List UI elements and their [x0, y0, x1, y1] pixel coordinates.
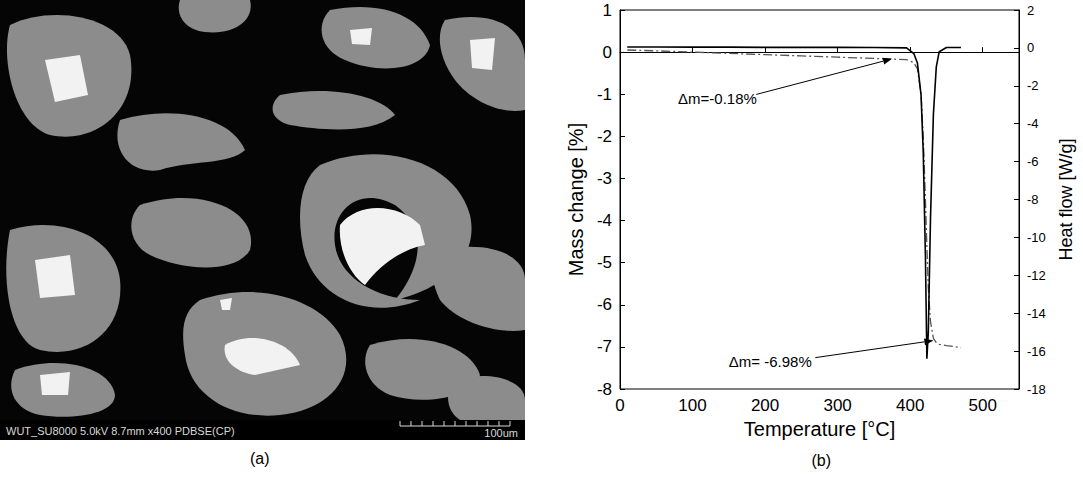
svg-text:100: 100 [678, 396, 706, 415]
svg-text:100um: 100um [484, 427, 518, 439]
svg-text:-3: -3 [597, 169, 612, 188]
svg-text:-4: -4 [1027, 116, 1039, 131]
svg-text:-6: -6 [1027, 154, 1039, 169]
svg-text:2: 2 [1027, 3, 1034, 18]
html-text:(a): (a) [250, 450, 270, 467]
svg-text:-2: -2 [597, 127, 612, 146]
html-text:(b): (b) [811, 452, 832, 469]
svg-text:WUT_SU8000 5.0kV 8.7mm x400 PD: WUT_SU8000 5.0kV 8.7mm x400 PDBSE(CP) [6, 425, 235, 437]
svg-text:Mass change [%]: Mass change [%] [565, 123, 587, 276]
svg-text:0: 0 [615, 396, 624, 415]
svg-text:400: 400 [896, 396, 924, 415]
svg-text:Δm= -6.98%: Δm= -6.98% [729, 353, 812, 370]
svg-text:-12: -12 [1027, 268, 1046, 283]
svg-text:0: 0 [1027, 40, 1034, 55]
svg-text:1: 1 [603, 1, 612, 20]
svg-text:-8: -8 [597, 380, 612, 399]
svg-text:500: 500 [969, 396, 997, 415]
svg-text:-18: -18 [1027, 382, 1046, 397]
svg-text:-6: -6 [597, 295, 612, 314]
svg-text:-14: -14 [1027, 306, 1046, 321]
svg-text:-5: -5 [597, 253, 612, 272]
svg-text:0: 0 [603, 43, 612, 62]
svg-text:Temperature [°C]: Temperature [°C] [744, 418, 895, 440]
svg-text:-7: -7 [597, 337, 612, 356]
svg-text:-8: -8 [1027, 192, 1039, 207]
svg-text:-1: -1 [597, 85, 612, 104]
svg-text:-2: -2 [1027, 78, 1039, 93]
svg-text:Δm=-0.18%: Δm=-0.18% [678, 90, 757, 107]
svg-text:-4: -4 [597, 211, 612, 230]
svg-text:300: 300 [823, 396, 851, 415]
svg-text:-10: -10 [1027, 230, 1046, 245]
svg-text:Heat flow [W/g]: Heat flow [W/g] [1056, 138, 1076, 260]
svg-text:200: 200 [751, 396, 779, 415]
svg-text:-16: -16 [1027, 344, 1046, 359]
